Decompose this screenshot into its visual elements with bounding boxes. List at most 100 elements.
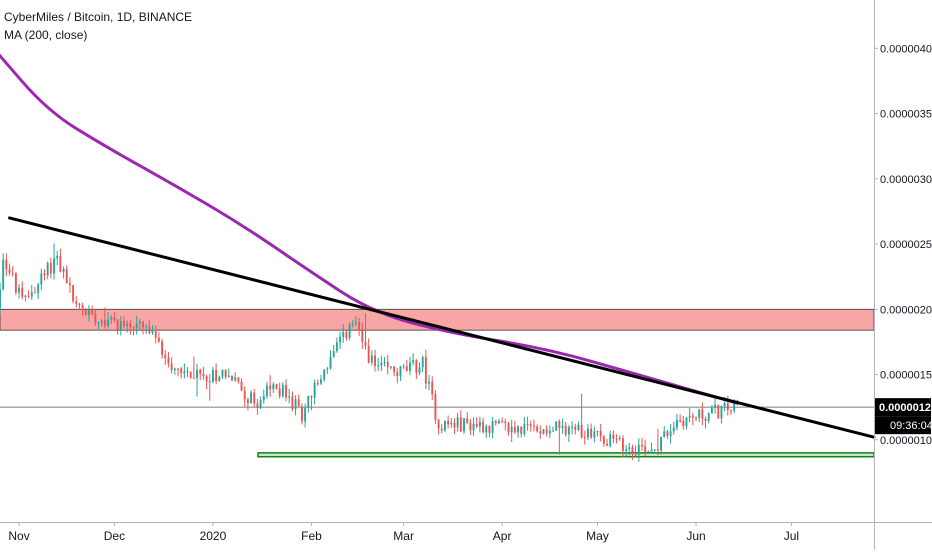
candle-body[interactable] xyxy=(285,384,287,398)
candle-body[interactable] xyxy=(253,392,256,404)
candle-body[interactable] xyxy=(250,392,253,404)
candle-body[interactable] xyxy=(555,421,558,431)
candle-body[interactable] xyxy=(383,361,386,363)
candle-body[interactable] xyxy=(459,417,462,432)
candle-body[interactable] xyxy=(68,283,71,286)
candle-body[interactable] xyxy=(374,355,376,366)
candle-body[interactable] xyxy=(526,424,529,426)
candle-body[interactable] xyxy=(402,366,405,368)
candle-body[interactable] xyxy=(94,314,97,323)
candle-body[interactable] xyxy=(513,426,516,433)
candle-body[interactable] xyxy=(307,395,310,408)
candle-body[interactable] xyxy=(199,369,202,374)
candle-body[interactable] xyxy=(237,377,240,382)
chart-title[interactable]: CyberMiles / Bitcoin, 1D, BINANCE xyxy=(4,10,193,24)
candle-body[interactable] xyxy=(259,400,262,408)
candle-body[interactable] xyxy=(342,331,345,337)
candle-body[interactable] xyxy=(660,437,663,451)
candle-body[interactable] xyxy=(275,384,278,389)
candle-body[interactable] xyxy=(135,323,138,329)
candle-body[interactable] xyxy=(323,369,326,380)
candle-body[interactable] xyxy=(246,399,249,404)
candle-body[interactable] xyxy=(615,438,618,440)
candle-body[interactable] xyxy=(688,415,691,418)
candle-body[interactable] xyxy=(132,327,135,329)
candle-body[interactable] xyxy=(691,415,694,418)
candle-body[interactable] xyxy=(396,372,399,376)
candle-body[interactable] xyxy=(281,384,284,397)
candle-body[interactable] xyxy=(583,437,586,439)
candle-body[interactable] xyxy=(552,430,554,432)
candle-body[interactable] xyxy=(339,336,342,343)
candle-body[interactable] xyxy=(539,431,542,434)
candle-body[interactable] xyxy=(49,263,52,274)
candle-body[interactable] xyxy=(196,369,199,379)
candle-body[interactable] xyxy=(567,427,570,435)
candle-body[interactable] xyxy=(523,424,526,434)
candle-body[interactable] xyxy=(679,420,682,422)
candle-body[interactable] xyxy=(126,323,129,326)
candle-body[interactable] xyxy=(11,272,14,274)
candle-body[interactable] xyxy=(710,407,713,414)
candle-body[interactable] xyxy=(545,429,548,434)
candle-body[interactable] xyxy=(364,341,367,346)
candle-body[interactable] xyxy=(393,366,396,373)
candle-body[interactable] xyxy=(707,413,710,421)
candle-body[interactable] xyxy=(399,366,402,376)
candle-body[interactable] xyxy=(177,368,179,370)
candle-body[interactable] xyxy=(478,421,481,427)
candle-body[interactable] xyxy=(24,295,27,297)
candle-body[interactable] xyxy=(532,425,535,427)
candle-body[interactable] xyxy=(663,431,666,438)
candle-body[interactable] xyxy=(113,317,116,320)
candle-body[interactable] xyxy=(27,295,30,297)
candle-body[interactable] xyxy=(536,426,539,432)
candle-body[interactable] xyxy=(625,449,628,451)
candle-body[interactable] xyxy=(310,395,313,398)
candle-body[interactable] xyxy=(154,331,157,338)
candle-body[interactable] xyxy=(91,309,94,315)
candle-body[interactable] xyxy=(634,452,637,455)
candle-body[interactable] xyxy=(202,373,205,377)
candle-body[interactable] xyxy=(542,429,545,434)
candle-body[interactable] xyxy=(332,351,335,357)
candle-body[interactable] xyxy=(685,417,688,427)
candle-body[interactable] xyxy=(5,259,8,270)
candle-body[interactable] xyxy=(46,263,49,276)
candle-body[interactable] xyxy=(405,366,408,371)
candle-body[interactable] xyxy=(78,303,81,306)
candle-body[interactable] xyxy=(221,369,224,377)
candle-body[interactable] xyxy=(291,396,294,410)
candle-body[interactable] xyxy=(215,369,218,382)
candle-body[interactable] xyxy=(501,420,504,422)
candle-body[interactable] xyxy=(504,421,507,424)
candle-body[interactable] xyxy=(151,331,154,333)
candle-body[interactable] xyxy=(262,395,265,401)
candle-body[interactable] xyxy=(482,421,485,433)
candle-body[interactable] xyxy=(377,365,380,367)
candle-body[interactable] xyxy=(345,331,348,339)
candle-body[interactable] xyxy=(269,385,272,390)
current-price-label[interactable]: 0.00000125 xyxy=(879,402,932,414)
candle-body[interactable] xyxy=(409,362,411,371)
candle-body[interactable] xyxy=(145,326,148,328)
candle-body[interactable] xyxy=(701,409,704,419)
candle-body[interactable] xyxy=(192,377,195,379)
candle-body[interactable] xyxy=(355,322,357,324)
candle-body[interactable] xyxy=(507,423,510,433)
candle-body[interactable] xyxy=(164,354,167,359)
candle-body[interactable] xyxy=(266,385,268,396)
candle-body[interactable] xyxy=(443,420,446,431)
candle-body[interactable] xyxy=(326,368,329,370)
candle-body[interactable] xyxy=(637,444,640,455)
candle-body[interactable] xyxy=(30,292,33,297)
candle-body[interactable] xyxy=(186,371,189,373)
candle-body[interactable] xyxy=(21,287,24,297)
candle-body[interactable] xyxy=(170,363,173,371)
candle-body[interactable] xyxy=(558,421,561,428)
candle-body[interactable] xyxy=(723,403,726,407)
candle-body[interactable] xyxy=(612,434,615,439)
candle-body[interactable] xyxy=(335,342,338,352)
candle-body[interactable] xyxy=(475,424,478,427)
candle-body[interactable] xyxy=(463,418,465,432)
